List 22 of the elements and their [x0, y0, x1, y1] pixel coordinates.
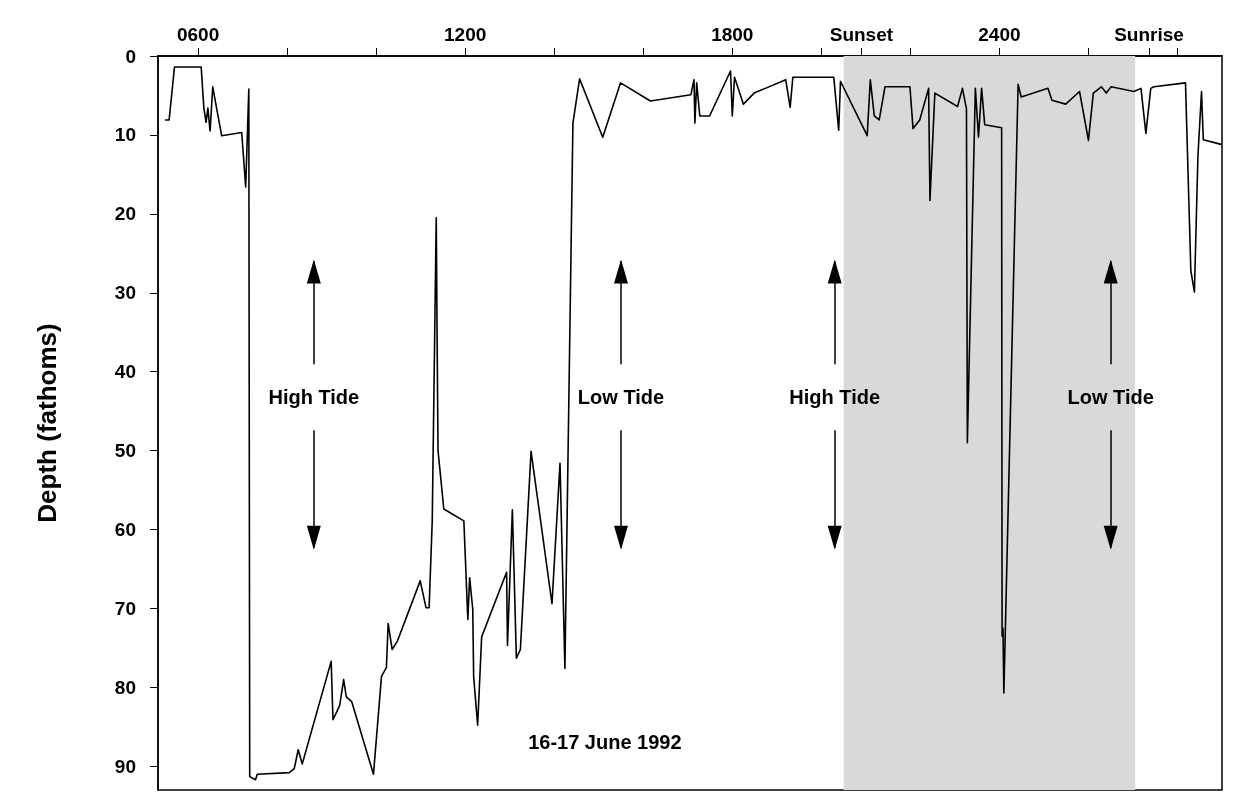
x-tick-label: Sunset	[829, 24, 894, 45]
y-tick-label: 30	[114, 282, 136, 304]
y-tick-label: 0	[125, 45, 136, 67]
ref-line-label: High Tide	[789, 385, 881, 409]
ref-line-label: High Tide	[268, 385, 360, 409]
x-tick-label: 2400	[978, 24, 1021, 45]
ref-line-label: Low Tide	[1067, 385, 1154, 409]
y-tick-label: 40	[114, 361, 136, 383]
annotation: 16-17 June 1992	[528, 730, 682, 754]
y-tick-label: 70	[114, 597, 136, 619]
y-tick-label: 90	[114, 755, 136, 777]
y-axis-title: Depth (fathoms)	[32, 323, 62, 523]
x-tick-label: 1200	[444, 24, 487, 45]
y-tick-label: 60	[114, 519, 136, 541]
y-tick-label: 80	[114, 676, 136, 698]
x-tick-label: Sunrise	[1114, 24, 1184, 45]
y-tick-label: 50	[114, 440, 136, 462]
x-tick-label: 0600	[176, 24, 220, 45]
y-tick-label: 10	[114, 124, 136, 146]
ref-line-label: Low Tide	[577, 385, 665, 409]
y-tick-label: 20	[114, 203, 136, 225]
x-tick-label: 1800	[711, 24, 754, 45]
